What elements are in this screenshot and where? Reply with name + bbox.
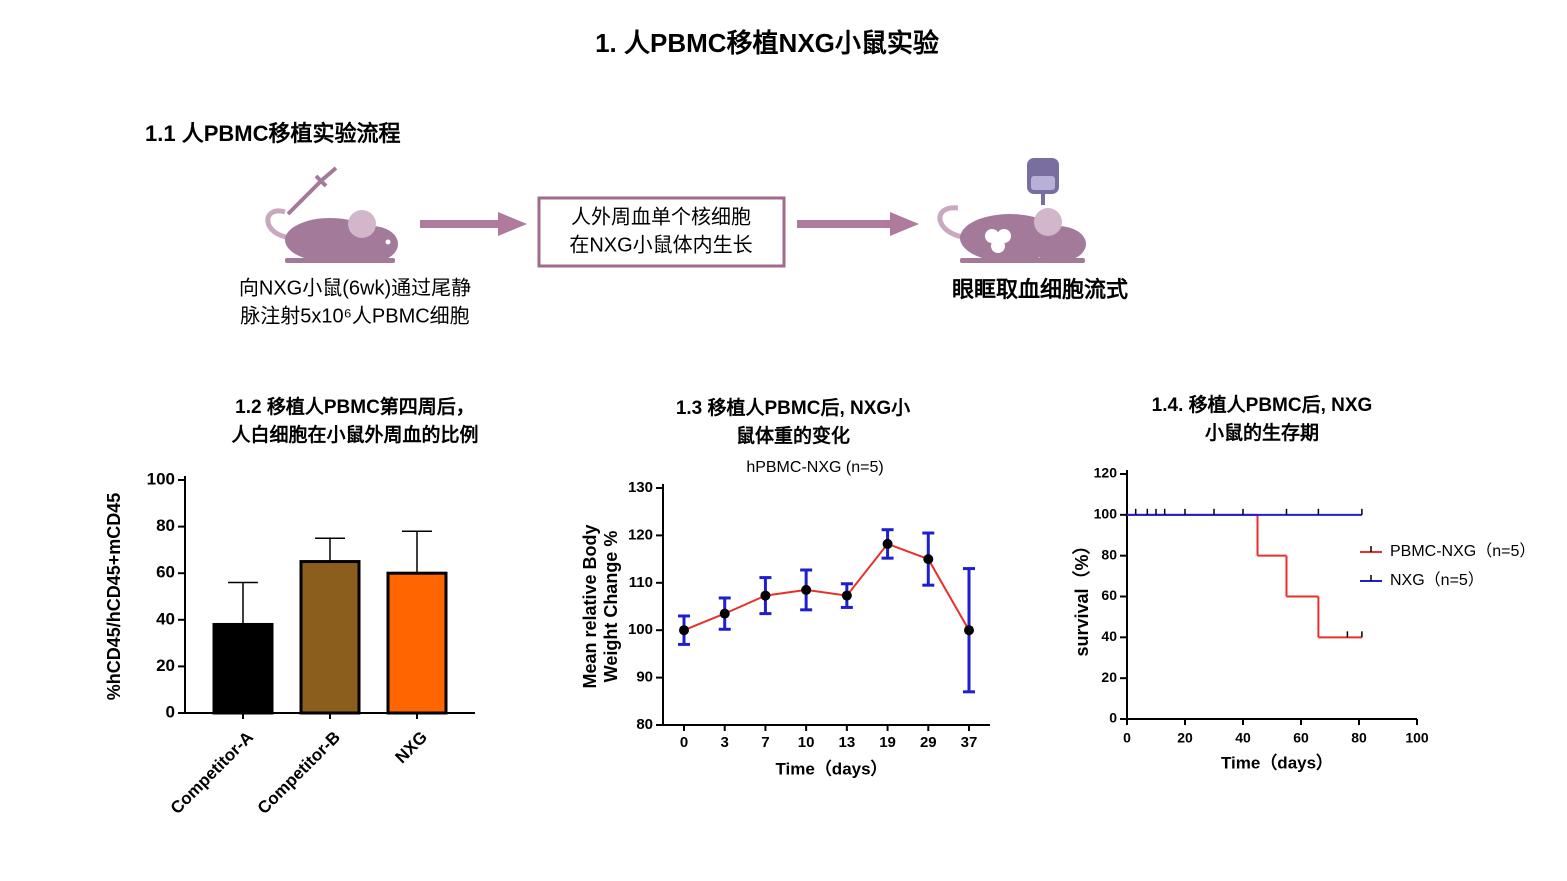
- step-text: 眼眶取血细胞流式: [952, 277, 1128, 302]
- x-tick-label: 7: [761, 734, 769, 751]
- y-tick-label: 100: [628, 621, 653, 638]
- y-tick-label: 130: [628, 479, 653, 496]
- y-tick-label: 80: [636, 716, 653, 733]
- x-tick-label: 60: [1293, 730, 1309, 746]
- x-tick-label: 100: [1405, 730, 1429, 746]
- step-text: 人外周血单个核细胞: [571, 205, 751, 228]
- y-axis-label: Mean relative Body: [580, 524, 600, 688]
- marker: [923, 554, 934, 565]
- y-tick-label: 100: [147, 469, 175, 488]
- y-tick-label: 60: [156, 563, 175, 582]
- y-axis-label: survival（%）: [1072, 536, 1092, 656]
- chart-title: 鼠体重的变化: [736, 424, 850, 447]
- chart-title: 1.3 移植人PBMC后, NXG小: [676, 396, 910, 419]
- y-axis-label: Weight Change %: [601, 531, 621, 683]
- marker: [760, 590, 771, 601]
- chart-title: 人白细胞在小鼠外周血的比例: [231, 423, 478, 446]
- y-tick-label: 80: [1101, 546, 1117, 562]
- x-tick-label: Competitor-A: [167, 728, 257, 818]
- page-title: 1. 人PBMC移植NXG小鼠实验: [595, 28, 939, 58]
- x-tick-label: Competitor-B: [254, 728, 344, 818]
- arrow: [420, 212, 919, 236]
- y-tick-label: 90: [636, 669, 653, 686]
- line: [683, 542, 970, 632]
- legend-label: PBMC-NXG（n=5）: [1390, 542, 1535, 560]
- x-tick-label: 10: [798, 734, 815, 751]
- y-tick-label: 40: [1101, 628, 1117, 644]
- section-title: 1.1 人PBMC移植实验流程: [145, 121, 400, 146]
- mouse-icon: [265, 208, 398, 263]
- y-tick-label: 80: [156, 516, 175, 535]
- y-axis-label: %hCD45/hCD45+mCD45: [104, 493, 124, 701]
- y-tick-label: 60: [1101, 587, 1117, 603]
- x-tick-label: 40: [1235, 730, 1251, 746]
- iv-bag-icon: [1027, 158, 1059, 205]
- x-tick-label: 29: [920, 734, 937, 751]
- mouse-icon: [937, 205, 1086, 263]
- marker: [801, 584, 812, 595]
- y-tick-label: 0: [166, 702, 175, 721]
- step-text: 向NXG小鼠(6wk)通过尾静: [239, 276, 471, 299]
- x-tick-label: 19: [879, 734, 896, 751]
- chart-subtitle: hPBMC-NXG (n=5): [746, 459, 883, 476]
- bar: [386, 571, 448, 715]
- y-tick-label: 120: [628, 526, 653, 543]
- y-tick-label: 20: [156, 656, 175, 675]
- marker: [841, 590, 852, 601]
- x-axis-label: Time（days）: [1221, 752, 1333, 772]
- process-box: [537, 196, 786, 268]
- x-tick-label: 37: [961, 734, 978, 751]
- y-tick-label: 20: [1101, 669, 1117, 685]
- y-tick-label: 0: [1109, 710, 1117, 726]
- x-tick-label: 80: [1351, 730, 1367, 746]
- x-tick-label: NXG: [392, 728, 431, 767]
- syringe-icon: [286, 166, 338, 216]
- chart-title: 1.4. 移植人PBMC后, NXG: [1152, 393, 1373, 416]
- marker: [964, 625, 974, 636]
- y-tick-label: 100: [1094, 506, 1118, 522]
- x-tick-label: 20: [1177, 730, 1193, 746]
- bar: [299, 560, 361, 715]
- chart-title: 小鼠的生存期: [1205, 421, 1319, 444]
- y-tick-label: 120: [1094, 465, 1118, 481]
- chart-title: 1.2 移植人PBMC第四周后，: [235, 395, 475, 418]
- marker: [679, 625, 689, 636]
- marker: [882, 538, 893, 549]
- x-tick-label: 3: [721, 734, 729, 751]
- x-tick-label: 13: [839, 734, 856, 751]
- x-axis-label: Time（days）: [775, 758, 887, 778]
- x-tick-label: 0: [680, 734, 688, 751]
- marker: [719, 608, 730, 619]
- bar: [212, 622, 274, 715]
- step-text: 脉注射5x10⁶人PBMC细胞: [240, 304, 469, 327]
- x-tick-label: 0: [1123, 730, 1131, 746]
- y-tick-label: 110: [629, 574, 653, 591]
- y-tick-label: 40: [156, 609, 175, 628]
- legend-label: NXG（n=5）: [1390, 571, 1484, 589]
- step-text: 在NXG小鼠体内生长: [569, 233, 752, 256]
